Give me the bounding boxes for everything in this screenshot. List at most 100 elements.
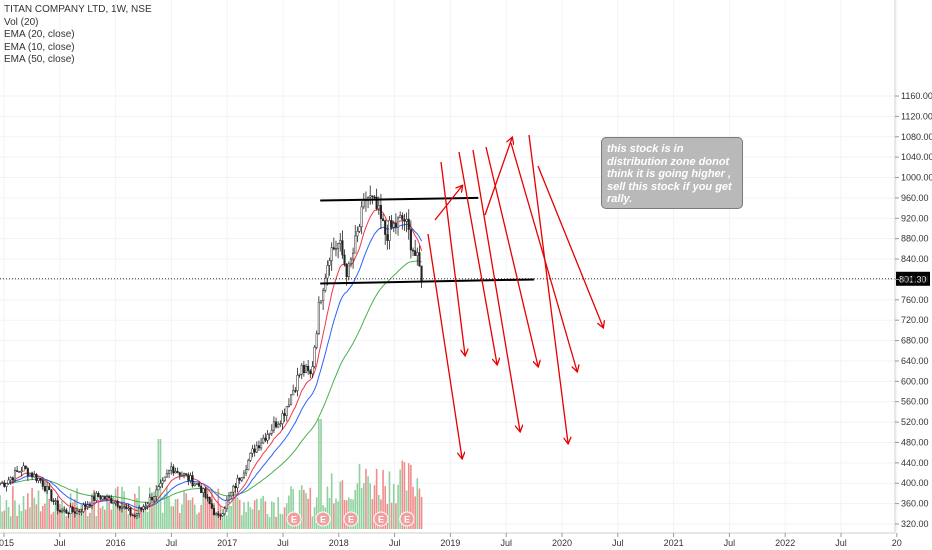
candle-body [110, 497, 113, 504]
candle-body [26, 468, 29, 476]
candle-body [289, 394, 293, 406]
candle-body [377, 205, 380, 210]
volume-bar [140, 508, 143, 529]
volume-bar [3, 510, 6, 529]
volume-bar [12, 486, 14, 529]
candle-body [221, 513, 224, 517]
candle-body [193, 483, 196, 487]
candle-body [277, 423, 280, 428]
candle-body [159, 483, 162, 487]
volume-bar [35, 504, 38, 529]
candle-body [131, 514, 134, 516]
ema-50-line [0, 260, 422, 503]
callout-note[interactable]: this stock is in distribution zone donot… [601, 137, 743, 209]
candle-body [9, 477, 12, 481]
candle-body [281, 413, 284, 424]
candle-body [371, 195, 374, 198]
candle-body [112, 502, 115, 505]
volume-bar [279, 513, 282, 529]
volume-bar [196, 514, 198, 529]
volume-bar [89, 512, 91, 529]
candle-body [90, 496, 94, 506]
volume-bar [275, 516, 277, 529]
y-tick-label: 1040.00 [901, 152, 932, 162]
volume-bar [405, 490, 408, 529]
candle-body [304, 365, 308, 374]
red-arrow [472, 149, 520, 431]
y-tick-label: 600.00 [901, 376, 929, 386]
y-tick-label: 520.00 [901, 417, 929, 427]
volume-bar [168, 497, 170, 529]
volume-bar [339, 481, 342, 529]
candle-body [217, 513, 220, 516]
volume-bar [119, 504, 121, 529]
x-tick-label: 2022 [775, 538, 795, 548]
candle-body [142, 506, 145, 510]
candle-body [161, 480, 164, 484]
legend-item-vol[interactable]: Vol (20) [4, 16, 39, 28]
legend-item-ema10[interactable]: EMA (10, close) [4, 41, 75, 53]
volume-bar [315, 497, 318, 529]
candle-body [208, 497, 211, 504]
volume-bar [155, 494, 158, 529]
candle-body [129, 507, 132, 515]
volume-bar [341, 480, 344, 529]
volume-bar [71, 502, 74, 529]
volume-bar [333, 503, 335, 529]
volume-bar [236, 497, 239, 529]
x-tick-label: Jul [500, 538, 512, 548]
volume-bar [260, 498, 262, 529]
red-arrow [484, 138, 512, 216]
candle-body [20, 470, 23, 473]
volume-bar [226, 515, 228, 529]
candle-body [352, 252, 355, 260]
last-price-badge [896, 271, 930, 286]
y-tick-label: 440.00 [901, 458, 929, 468]
volume-bar [59, 504, 61, 529]
candle-body [223, 508, 226, 515]
candle-body [242, 472, 246, 478]
y-tick-label: 1080.00 [901, 132, 932, 142]
volume-bar [110, 509, 113, 529]
y-tick-label: 960.00 [901, 193, 929, 203]
volume-bar [97, 499, 100, 529]
volume-bar [129, 510, 132, 529]
volume-bar [234, 490, 237, 529]
candle-body [189, 475, 192, 481]
volume-bar [91, 493, 93, 529]
volume-bar [343, 499, 346, 529]
volume-bar [44, 503, 46, 529]
candle-body [294, 390, 297, 392]
volume-bar [290, 486, 292, 529]
legend-item-ema50[interactable]: EMA (50, close) [4, 54, 75, 65]
volume-bar [114, 488, 117, 529]
y-tick-label: 720.00 [901, 315, 929, 325]
volume-bars [0, 419, 423, 529]
x-tick-label: 2017 [217, 538, 237, 548]
candle-body [334, 248, 338, 250]
candle-body [384, 220, 387, 235]
volume-bar [151, 497, 153, 529]
candle-body [319, 300, 323, 303]
volume-bar [268, 516, 271, 529]
candle-body [225, 499, 228, 509]
candle-body [253, 448, 256, 453]
candle-body [339, 240, 342, 244]
candle-body [22, 465, 25, 472]
legend-item-ema20[interactable]: EMA (20, close) [4, 29, 75, 40]
candle-body [212, 508, 216, 516]
volume-bar [258, 510, 260, 529]
candle-body [262, 437, 265, 444]
candle-body [341, 240, 344, 256]
volume-bar [360, 487, 363, 529]
volume-bar [266, 514, 269, 529]
last-price-label: 801.30 [899, 274, 927, 284]
volume-bar [281, 514, 284, 529]
volume-bar [48, 498, 51, 529]
candle-body [16, 470, 19, 472]
candle-body [394, 223, 397, 228]
candle-body [39, 478, 42, 481]
volume-bar [9, 516, 12, 529]
